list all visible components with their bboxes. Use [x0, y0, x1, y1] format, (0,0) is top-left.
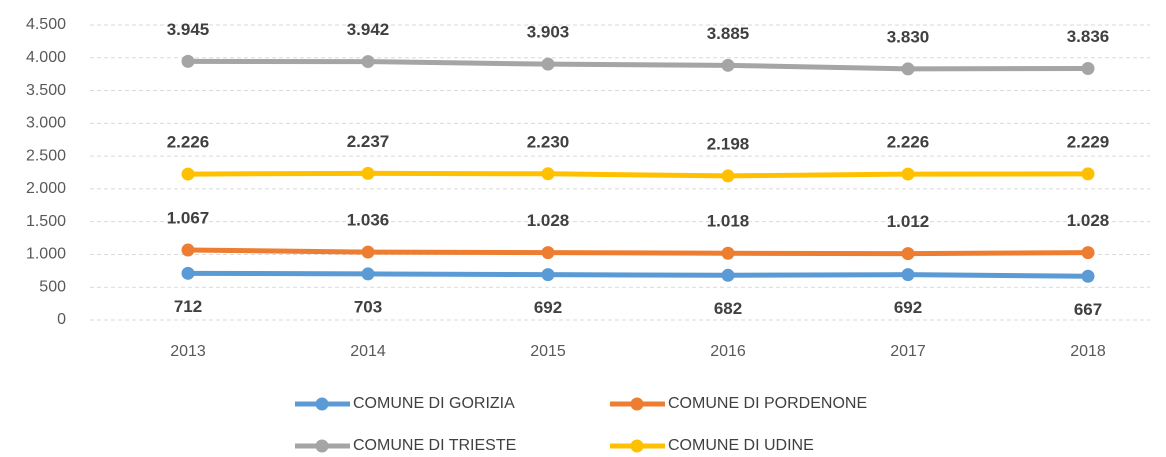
data-label: 3.885 [707, 24, 750, 43]
point [181, 54, 195, 68]
point [541, 167, 555, 181]
data-label: 1.018 [707, 212, 750, 231]
point [721, 58, 735, 72]
data-label: 1.012 [887, 212, 930, 231]
y-tick-label: 4.500 [26, 16, 66, 33]
data-label: 3.836 [1067, 27, 1110, 46]
data-label: 3.942 [347, 20, 390, 39]
data-label: 3.945 [167, 20, 210, 39]
point [361, 267, 375, 281]
legend-label: COMUNE DI GORIZIA [353, 395, 515, 412]
point [181, 243, 195, 257]
legend-label: COMUNE DI UDINE [668, 437, 814, 454]
series-line [187, 170, 1089, 179]
x-tick-label: 2015 [530, 343, 566, 360]
data-label: 703 [354, 297, 382, 316]
data-label: 2.237 [347, 132, 390, 151]
point [181, 167, 195, 181]
legend-marker [630, 397, 644, 411]
legend-label: COMUNE DI PORDENONE [668, 395, 867, 412]
legend-marker [315, 397, 329, 411]
point [361, 245, 375, 259]
point [541, 268, 555, 282]
point [901, 268, 915, 282]
point [901, 62, 915, 76]
point [1081, 167, 1095, 181]
point [181, 266, 195, 280]
point [361, 166, 375, 180]
point [1081, 246, 1095, 260]
y-tick-label: 4.000 [26, 49, 66, 66]
y-tick-label: 0 [57, 311, 66, 328]
data-label: 667 [1074, 300, 1102, 319]
series-line [187, 270, 1089, 279]
data-label: 2.226 [167, 133, 210, 152]
point [901, 247, 915, 261]
y-tick-label: 2.000 [26, 180, 66, 197]
y-tick-label: 3.000 [26, 115, 66, 132]
data-label: 1.036 [347, 211, 390, 230]
point [721, 268, 735, 282]
point [721, 169, 735, 183]
series-line [187, 247, 1089, 257]
y-tick-label: 3.500 [26, 82, 66, 99]
x-tick-label: 2014 [350, 343, 386, 360]
data-label: 1.067 [167, 209, 210, 228]
data-label: 1.028 [1067, 211, 1110, 230]
data-label: 2.229 [1067, 132, 1110, 151]
data-label: 692 [894, 298, 922, 317]
y-tick-label: 500 [39, 278, 66, 295]
data-label: 2.198 [707, 134, 750, 153]
point [1081, 62, 1095, 76]
point [721, 246, 735, 260]
y-tick-label: 1.000 [26, 246, 66, 263]
legend-marker [630, 439, 644, 453]
legend-marker [315, 439, 329, 453]
x-tick-label: 2013 [170, 343, 206, 360]
x-tick-label: 2016 [710, 343, 746, 360]
y-tick-label: 2.500 [26, 147, 66, 164]
data-label: 2.226 [887, 133, 930, 152]
data-label: 3.903 [527, 23, 570, 42]
data-label: 3.830 [887, 27, 930, 46]
point [541, 246, 555, 260]
data-label: 712 [174, 297, 202, 316]
data-label: 1.028 [527, 211, 570, 230]
point [361, 55, 375, 69]
legend-label: COMUNE DI TRIESTE [353, 437, 516, 454]
data-label: 682 [714, 299, 742, 318]
data-label: 2.230 [527, 132, 570, 151]
x-tick-label: 2018 [1070, 343, 1106, 360]
data-label: 692 [534, 298, 562, 317]
point [541, 57, 555, 71]
series-line [187, 58, 1089, 72]
y-tick-label: 1.500 [26, 213, 66, 230]
x-tick-label: 2017 [890, 343, 926, 360]
point [901, 167, 915, 181]
point [1081, 269, 1095, 283]
